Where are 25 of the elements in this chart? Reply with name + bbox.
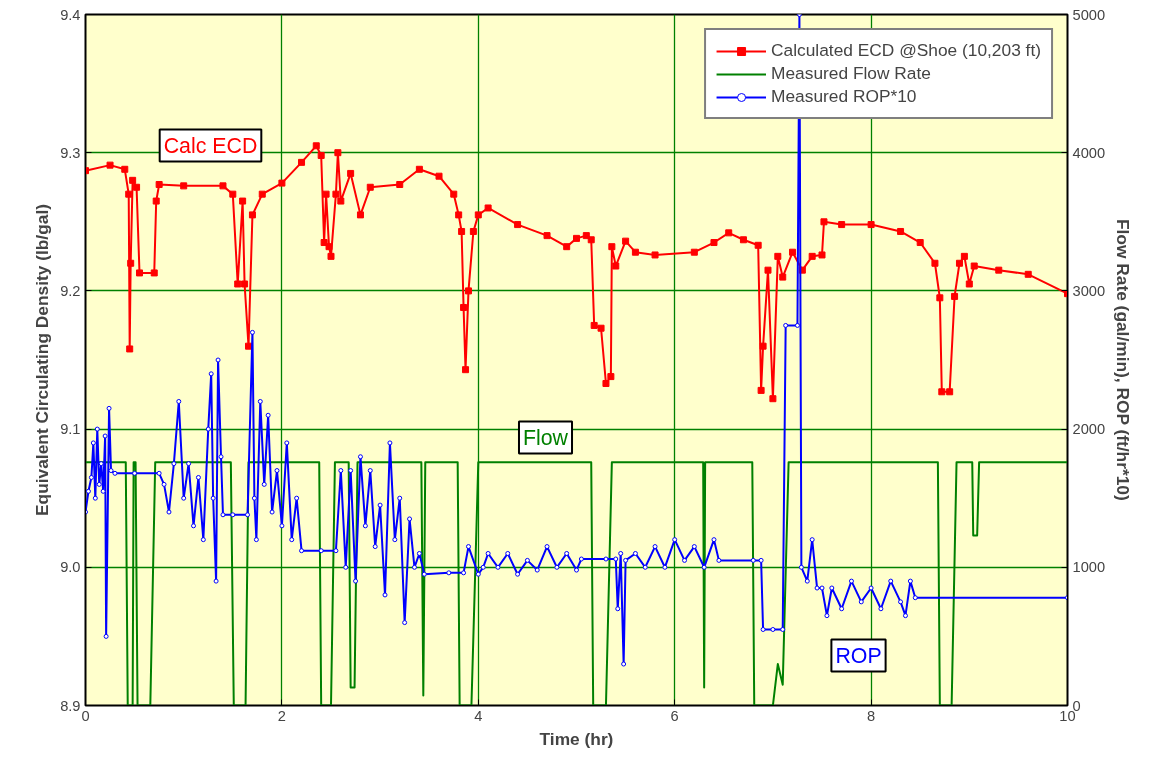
y-tick-label: 9.4	[60, 6, 81, 23]
x-tick-label: 8	[867, 707, 876, 724]
annotation: ROP	[835, 643, 882, 668]
x-axis-title: Time (hr)	[539, 728, 614, 749]
x-tick-label: 6	[670, 707, 679, 724]
x-tick-label: 2	[277, 707, 286, 724]
y2-tick-label: 3000	[1072, 282, 1106, 299]
x-tick-label: 4	[474, 707, 483, 724]
y-tick-label: 9.2	[60, 282, 81, 299]
y-tick-label: 9.0	[60, 559, 81, 576]
legend-label: Measured Flow Rate	[771, 63, 931, 84]
y-tick-label: 8.9	[60, 697, 81, 714]
y-tick-label: 9.1	[60, 421, 81, 438]
y2-tick-label: 5000	[1072, 6, 1106, 23]
x-tick-label: 0	[81, 707, 90, 724]
y2-axis-title: Flow Rate (gal/min), ROP (ft/hr*10)	[1113, 218, 1134, 501]
y2-tick-label: 1000	[1072, 559, 1106, 576]
y2-tick-label: 2000	[1072, 421, 1106, 438]
legend-label: Calculated ECD @Shoe (10,203 ft)	[771, 40, 1041, 61]
y-tick-label: 9.3	[60, 144, 81, 161]
annotation: Calc ECD	[163, 133, 258, 158]
legend-label: Measured ROP*10	[771, 86, 917, 107]
y-axis-title: Equivalent Circulating Density (lb/gal)	[32, 204, 53, 516]
y2-tick-label: 4000	[1072, 144, 1106, 161]
annotation: Flow	[522, 425, 569, 450]
